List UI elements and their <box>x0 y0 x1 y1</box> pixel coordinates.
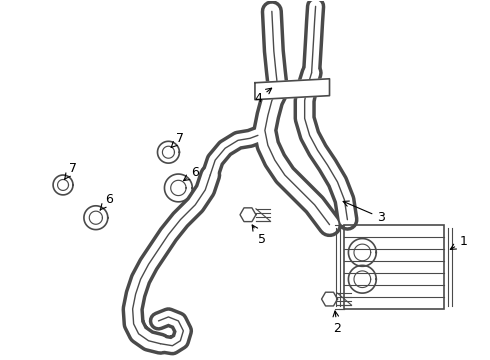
Text: 7: 7 <box>65 162 77 179</box>
Text: 2: 2 <box>333 311 342 336</box>
Text: 6: 6 <box>184 166 199 181</box>
Text: 7: 7 <box>171 132 184 148</box>
Text: 1: 1 <box>450 235 467 249</box>
Text: 6: 6 <box>100 193 113 210</box>
Bar <box>344 225 444 309</box>
Text: 5: 5 <box>252 225 266 246</box>
Text: 4: 4 <box>254 88 271 105</box>
Polygon shape <box>255 79 329 100</box>
Text: 3: 3 <box>343 201 385 224</box>
